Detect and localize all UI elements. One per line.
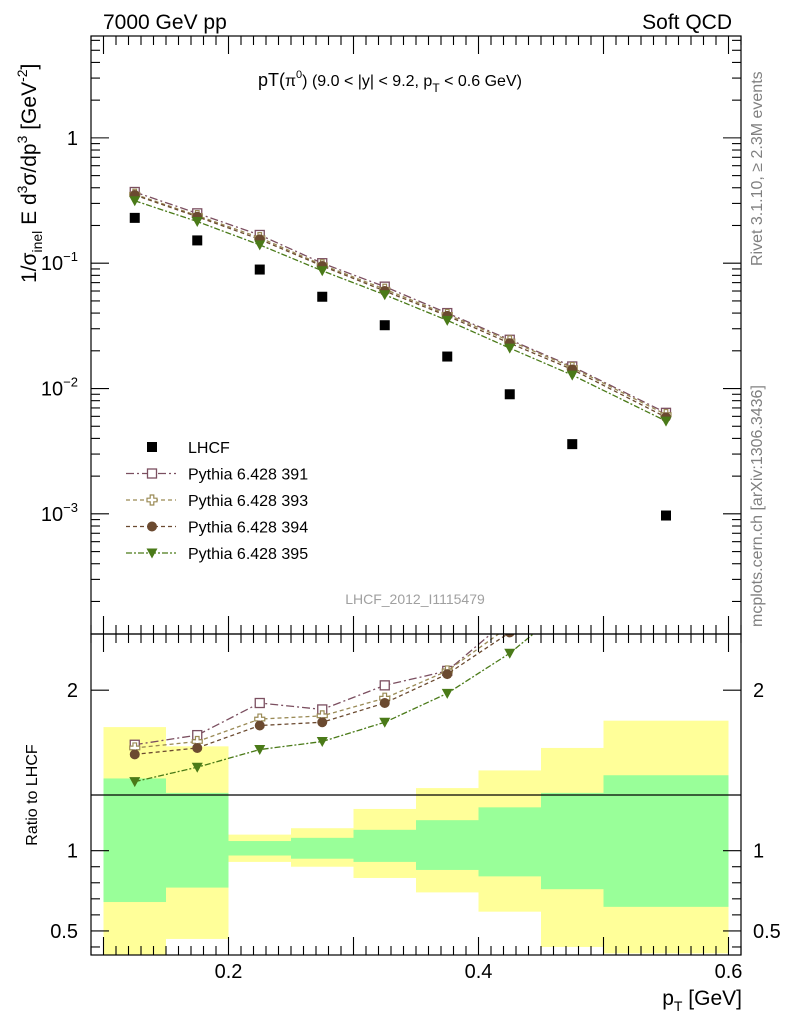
mc-series-line [134, 191, 667, 414]
ratio-point [379, 717, 391, 728]
main-plot-title: pT(π0) (9.0 < |y| < 9.2, pT < 0.6 GeV) [258, 69, 522, 95]
main-plot-frame [90, 35, 742, 635]
legend-label: Pythia 6.428 395 [188, 546, 308, 563]
main-series [129, 186, 672, 521]
ratio-series-line [134, 634, 500, 749]
mc-point [254, 240, 266, 251]
ratio-band-inner [291, 837, 354, 859]
mc-point [191, 217, 203, 228]
legend-label: Pythia 6.428 393 [188, 493, 308, 510]
ratio-series-group [129, 634, 535, 788]
ratio-y-axis-label: Ratio to LHCF [24, 744, 41, 846]
ratio-point [316, 737, 328, 748]
ratio-point [254, 745, 266, 756]
data-point [317, 291, 328, 302]
mc-point [316, 266, 328, 277]
ratio-series-line [134, 634, 509, 756]
mc-point [441, 315, 453, 326]
ratio-band-inner [103, 778, 166, 903]
ratio-point [379, 680, 390, 691]
data-point [379, 320, 390, 331]
data-point [192, 235, 203, 246]
mc-point [566, 370, 578, 381]
x-tick-label: 0.2 [215, 961, 243, 983]
ratio-band-inner [603, 775, 729, 907]
ratio-y-tick-label: 0.5 [50, 921, 78, 943]
ratio-series-group [129, 634, 515, 760]
main-y-axis-label: 1/σinel E d3σ/dp3 [GeV-2] [14, 64, 45, 283]
ratio-y-tick-label: 2 [67, 680, 78, 702]
header-right-label: Soft QCD [642, 11, 732, 34]
ratio-point [129, 777, 141, 788]
main-y-tick-label: 10−1 [41, 249, 78, 275]
ratio-series-line [134, 634, 492, 746]
ratio-y-tick-label-right: 1 [753, 841, 764, 863]
legend-marker [146, 468, 158, 479]
ratio-band-inner [228, 841, 291, 856]
ratio-band-inner [353, 829, 416, 862]
ratio-band-inner [416, 820, 479, 870]
legend-label: LHCF [188, 440, 230, 457]
ratio-bands [103, 720, 729, 955]
axes: 1 10−1 10−2 10−3 0.2 0.4 0.6 0.5 0.5 1 1 2 2 [41, 36, 781, 983]
header-left-label: 7000 GeV pp [103, 11, 227, 34]
x-tick-label: 0.6 [715, 961, 743, 983]
ratio-y-tick-label-right: 2 [753, 680, 764, 702]
x-axis-label: pT [GeV] [662, 987, 742, 1014]
ratio-point [317, 717, 328, 728]
data-point [442, 351, 453, 362]
legend-label: Pythia 6.428 394 [188, 520, 308, 537]
data-point [567, 439, 578, 450]
ratio-point [191, 762, 203, 773]
legend: LHCF Pythia 6.428 391 Pythia 6.428 393 Pyth… [126, 440, 308, 563]
mc-series-line [134, 193, 667, 416]
legend-marker [147, 442, 157, 452]
ratio-point [441, 688, 453, 699]
mc-point [660, 416, 672, 427]
mc-point [504, 343, 516, 354]
main-y-tick-label: 1 [67, 128, 78, 150]
ratio-series-group [129, 634, 500, 754]
ratio-y-tick-label-right: 0.5 [753, 921, 781, 943]
legend-label: Pythia 6.428 391 [188, 467, 308, 484]
analysis-id-label: LHCF_2012_I1115479 [345, 591, 485, 607]
ratio-point [254, 720, 265, 731]
ratio-point [129, 749, 140, 760]
ratio-y-tick-label: 1 [67, 841, 78, 863]
ratio-point [505, 634, 515, 638]
ratio-point [504, 648, 516, 659]
mc-series-line [134, 200, 667, 422]
ratio-series-line [134, 634, 535, 783]
ratio-band-inner [166, 792, 229, 888]
legend-marker [147, 521, 157, 532]
legend-marker [146, 494, 158, 506]
ratio-band-inner [478, 807, 541, 877]
ratio-band-inner [541, 792, 604, 890]
mc-point [129, 196, 141, 207]
rivet-version-label: Rivet 3.1.10, ≥ 2.3M events [749, 71, 766, 266]
mc-point [379, 290, 391, 301]
legend-marker [146, 548, 158, 559]
data-point [661, 510, 671, 521]
data-point [254, 264, 265, 275]
x-tick-label: 0.4 [465, 961, 493, 983]
ratio-point [192, 742, 203, 753]
data-point [129, 212, 140, 223]
data-point [504, 389, 515, 400]
ratio-series [129, 634, 535, 788]
main-y-tick-label: 10−3 [41, 500, 78, 526]
main-y-tick-label: 10−2 [41, 375, 78, 401]
ratio-point [442, 669, 453, 680]
mcplots-label: mcplots.cern.ch [arXiv:1306.3436] [749, 385, 766, 627]
ratio-point [254, 697, 265, 709]
ratio-point [379, 698, 390, 709]
